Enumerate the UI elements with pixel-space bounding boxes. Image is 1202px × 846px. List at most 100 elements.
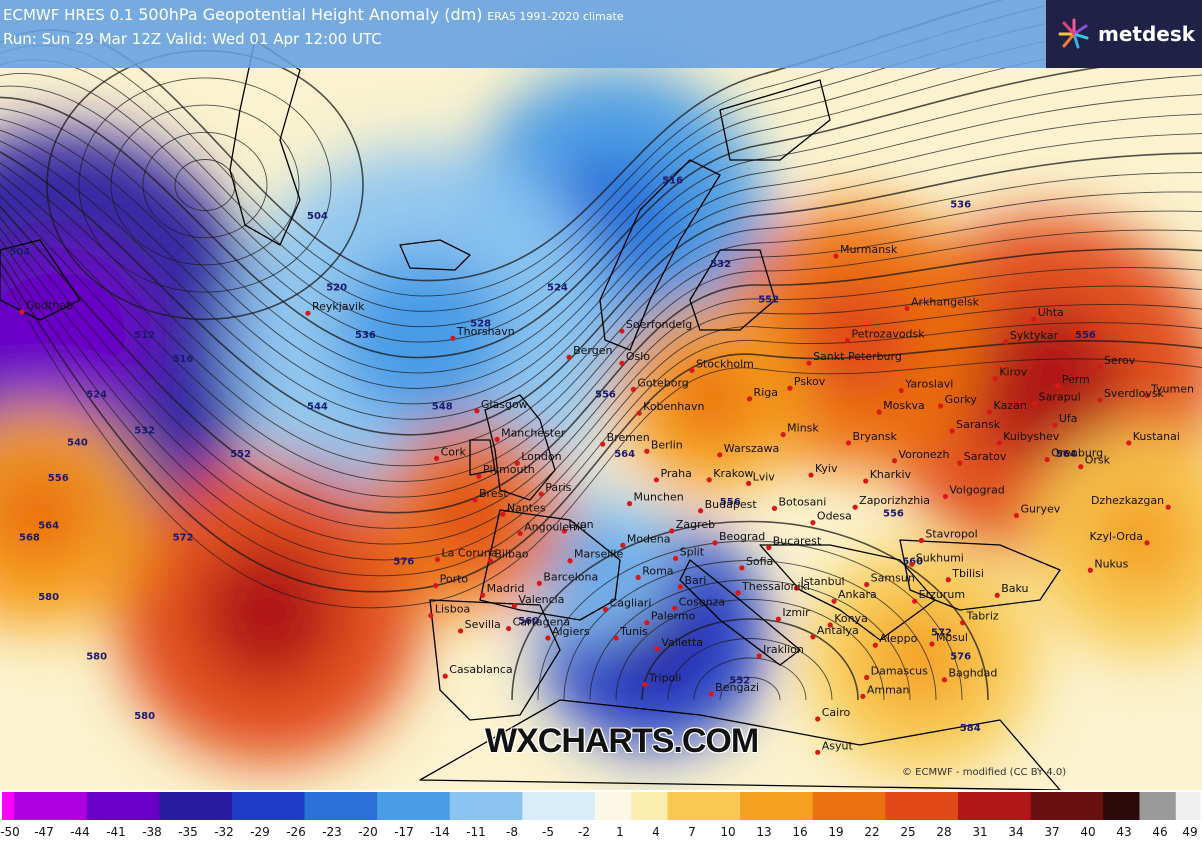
city-label: Warszawa [724,442,779,455]
city-label: Cairo [822,706,851,719]
colorbar-tick-label: 19 [828,825,843,839]
city-marker [673,555,679,561]
contour-line [667,638,833,701]
colorbar-tick-label: -32 [214,825,234,839]
city-label: Kirov [999,366,1027,379]
contour-label: 564 [614,449,635,460]
colorbar-cell [256,792,269,820]
city-marker [1044,456,1050,463]
city-label: Split [680,545,705,558]
city-label: Lisboa [435,602,470,615]
colorbar-cell [534,792,548,820]
city-label: Gorky [945,393,978,406]
colorbar-cell [957,792,971,820]
contour-line [563,560,937,701]
city-label: Lyon [568,518,593,531]
colorbar-tick-label: 22 [864,825,879,839]
city-marker [746,396,753,402]
contour-line [174,159,236,211]
city-label: Moskva [883,399,925,412]
city-label: Goteborg [637,376,688,389]
colorbar-cell [776,792,790,820]
city-marker [1078,464,1084,470]
anomaly-core-5 [968,308,1124,463]
colorbar-cell [1006,792,1020,820]
city-label: Ufa [1059,412,1078,425]
city-label: Cork [441,445,467,458]
colorbar-tick-label: 37 [1044,825,1059,839]
colorbar-cell [861,792,874,820]
city-marker [653,477,660,483]
contour-line [0,270,1202,609]
contour-label: 532 [710,259,731,270]
colorbar-cell [921,792,935,820]
colorbar-cell [171,792,185,820]
city-marker [815,749,821,755]
city-label: Cosenza [679,595,725,608]
colorbar-tick-label: -14 [430,825,450,839]
city-marker [863,478,869,484]
city-marker [996,440,1002,446]
colorbar-cell [135,792,148,820]
city-marker [960,620,966,626]
city-marker [1097,397,1103,403]
city-label: Stavropol [925,528,977,541]
city-marker [1013,512,1020,519]
city-label: Roma [642,564,673,577]
city-marker [912,598,918,604]
city-marker [756,653,762,659]
coastline [759,544,936,641]
colorbar-cell [98,792,112,820]
colorbar-tick-label: -23 [322,825,342,839]
city-marker [635,574,641,580]
colorbar-cell [1018,792,1032,820]
colorbar-cell [389,792,402,820]
colorbar-cell [897,792,911,820]
colorbar-cell [413,792,427,820]
contour-line [0,238,1202,561]
colorbar-tick-label: -41 [106,825,126,839]
city-label: Botosani [779,495,827,508]
contour-label: 524 [547,283,568,294]
colorbar-cell [219,792,233,820]
city-marker [1144,392,1150,398]
city-label: Sankt Peterburg [813,350,902,363]
contour-label: 576 [950,652,971,663]
colorbar-cell [486,792,499,820]
city-label: Valencia [518,593,564,606]
city-marker [698,508,704,514]
city-marker [891,458,898,464]
city-marker [986,409,993,415]
city-marker [433,583,439,589]
city-marker [845,440,852,446]
city-marker [600,441,606,447]
contour-labels: 504 504 512 516 516 520 524 524 528 532 532 536 536 5… [9,176,1096,734]
contour-label: 564 [1056,449,1077,460]
coastline [399,239,471,271]
contour-line [0,133,1202,420]
colorbar-tick-label: 40 [1080,825,1095,839]
anomaly-core-10 [0,465,91,569]
coastline [599,159,721,351]
climate-reference: ERA5 1991-2020 climate [487,10,624,23]
city-label: Berlin [651,438,683,451]
colorbar-tick-label: -5 [542,825,554,839]
contour-label: 580 [86,652,107,663]
city-marker [766,545,772,551]
city-marker [669,528,675,534]
city-marker [567,558,573,564]
colorbar-cell [655,792,669,820]
contour-label: 568 [19,533,40,544]
colorbar-tick-label: 10 [720,825,735,839]
city-label: Brest [479,487,508,500]
colorbar-cell [231,792,245,820]
city-label: Sofia [746,555,773,568]
city-label: Bari [684,574,706,587]
colorbar-tick-label: 46 [1152,825,1167,839]
city-markers: Godthab Reykjavik Thorshavn Murmansk Arkhang… [19,243,1194,755]
model-name: ECMWF HRES 0.1 [3,6,139,24]
city-label: Bucarest [773,535,822,548]
city-marker [864,674,870,680]
contour-line [0,74,1202,374]
contour-label: 516 [173,354,194,365]
